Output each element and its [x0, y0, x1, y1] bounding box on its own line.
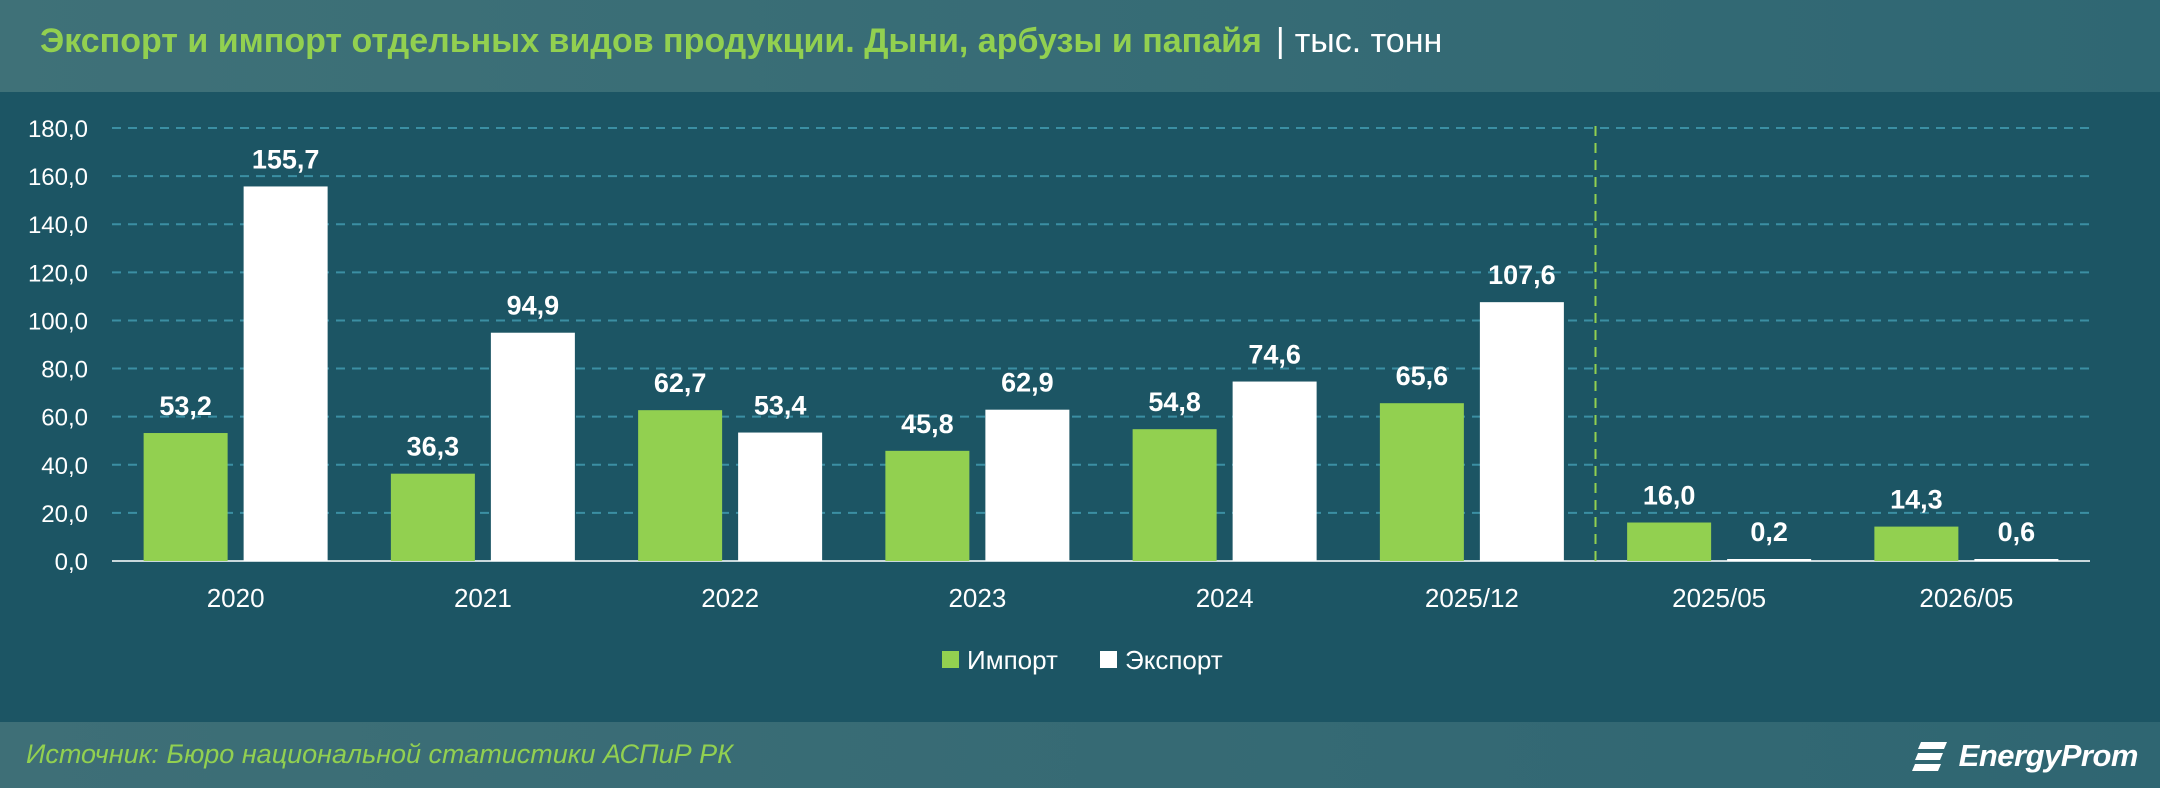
bar-chart: 0,0 20,0 40,0 60,0 80,0 100,0 120,0 140,0 160,0 1…: [28, 116, 2090, 675]
data-label: 45,8: [901, 409, 954, 439]
bar-export: [1232, 381, 1317, 561]
bar-export: [1974, 559, 2059, 561]
y-tick-label: 40,0: [41, 453, 88, 480]
bar-import: [143, 433, 228, 561]
data-label: 155,7: [252, 144, 320, 174]
x-tick-label: 2023: [948, 583, 1006, 613]
data-label: 107,6: [1488, 260, 1556, 290]
data-label: 53,4: [754, 391, 807, 421]
x-tick-label: 2024: [1196, 583, 1254, 613]
energyprom-logo-icon: [1911, 742, 1947, 771]
y-tick-label: 100,0: [28, 308, 88, 335]
y-tick-label: 60,0: [41, 405, 88, 432]
data-label: 53,2: [159, 391, 212, 421]
y-tick-label: 140,0: [28, 212, 88, 239]
x-tick-label: 2025/12: [1425, 583, 1519, 613]
y-tick-label: 160,0: [28, 164, 88, 191]
data-label: 74,6: [1248, 340, 1301, 370]
data-label: 16,0: [1643, 481, 1696, 511]
bar-export: [243, 186, 328, 561]
data-label: 94,9: [507, 291, 560, 321]
legend-label-import: Импорт: [967, 645, 1058, 675]
y-tick-label: 20,0: [41, 501, 88, 528]
bar-export: [1727, 559, 1812, 561]
data-label: 0,6: [1998, 517, 2036, 547]
footer-bar: Источник: Бюро национальной статистики А…: [0, 722, 2160, 788]
data-label: 65,6: [1396, 361, 1449, 391]
legend-label-export: Экспорт: [1125, 645, 1223, 675]
chart-area: 0,0 20,0 40,0 60,0 80,0 100,0 120,0 140,0 160,0 1…: [0, 92, 2160, 722]
data-label: 36,3: [407, 432, 460, 462]
data-label: 62,7: [654, 368, 707, 398]
bar-import: [885, 450, 970, 561]
source-note: Источник: Бюро национальной статистики А…: [26, 739, 734, 769]
bar-import: [390, 473, 475, 561]
legend-swatch-import: [942, 651, 959, 668]
legend-swatch-export: [1100, 651, 1117, 668]
data-label: 62,9: [1001, 368, 1054, 398]
brand-logo: EnergyProm: [1911, 734, 2139, 778]
y-tick-label: 180,0: [28, 116, 88, 143]
title-text: Экспорт и импорт отдельных видов продукц…: [40, 22, 1262, 60]
bar-export: [985, 409, 1070, 561]
x-tick-label: 2021: [454, 583, 512, 613]
title-unit: тыс. тонн: [1294, 22, 1443, 60]
bar-export: [738, 432, 823, 561]
data-label: 14,3: [1890, 485, 1943, 515]
bar-import: [638, 410, 723, 561]
title-separator: |: [1275, 22, 1285, 60]
bar-export: [490, 332, 575, 561]
chart-title: Экспорт и импорт отдельных видов продукц…: [40, 22, 1442, 61]
x-tick-label: 2025/05: [1672, 583, 1766, 613]
y-tick-label: 80,0: [41, 357, 88, 384]
bar-import: [1379, 403, 1464, 561]
brand-name: EnergyProm: [1958, 738, 2139, 773]
y-tick-label: 0,0: [55, 549, 88, 576]
data-label: 54,8: [1148, 387, 1201, 417]
x-tick-label: 2026/05: [1919, 583, 2013, 613]
data-label: 0,2: [1750, 517, 1788, 547]
bar-import: [1132, 429, 1217, 561]
header-bar: Экспорт и импорт отдельных видов продукц…: [0, 0, 2160, 92]
y-tick-label: 120,0: [28, 260, 88, 287]
bar-import: [1627, 522, 1712, 561]
bar-import: [1874, 526, 1959, 561]
bar-export: [1479, 302, 1564, 561]
x-tick-label: 2022: [701, 583, 759, 613]
x-tick-label: 2020: [207, 583, 265, 613]
